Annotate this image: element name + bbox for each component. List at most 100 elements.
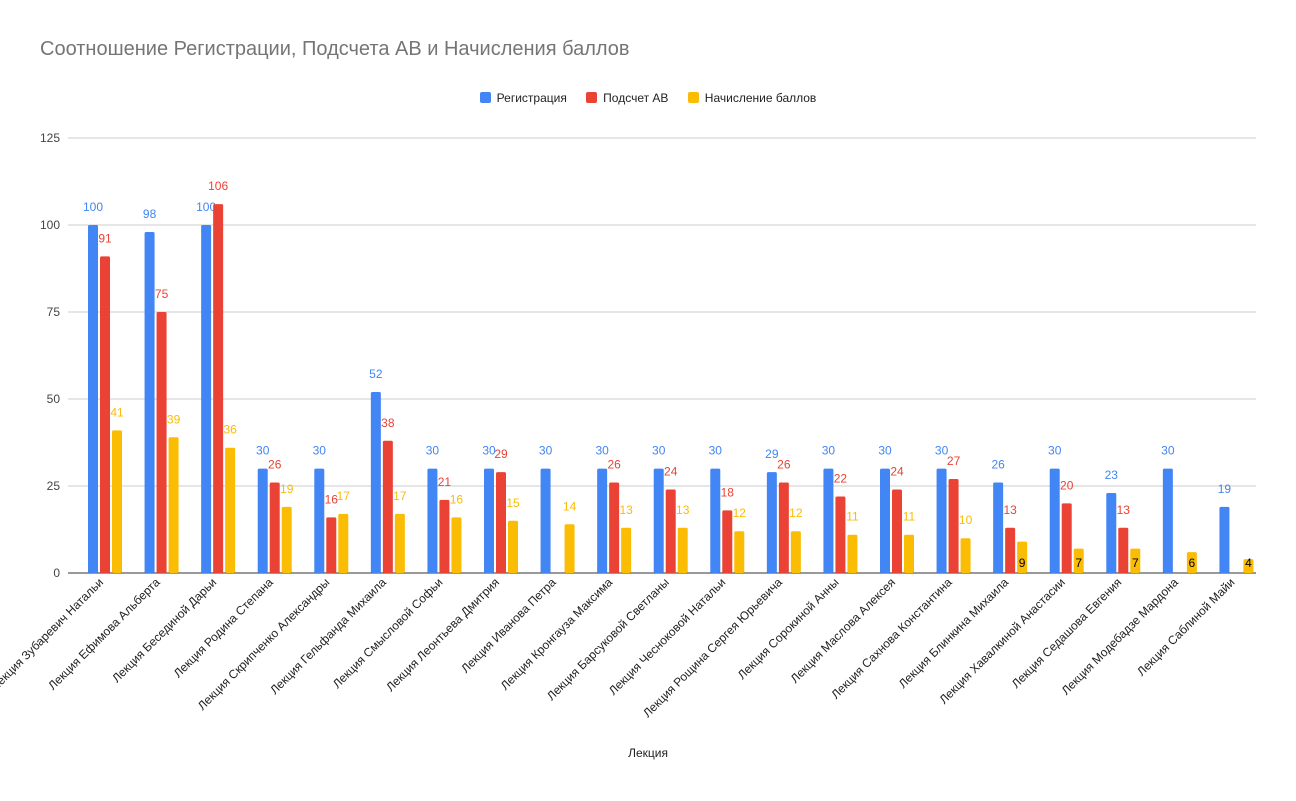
- bar-series-0: [653, 468, 664, 573]
- legend-label-registration: Регистрация: [496, 90, 567, 105]
- data-label-series-1: 24: [664, 464, 678, 478]
- data-label-series-1: 20: [1060, 478, 1074, 492]
- data-label-series-1: 16: [325, 492, 339, 506]
- bar-series-2: [394, 513, 405, 573]
- bar-series-1: [835, 496, 846, 573]
- bar-series-1: [1005, 527, 1016, 573]
- data-label-series-2: 11: [846, 510, 859, 524]
- data-label-series-1: 21: [438, 475, 452, 489]
- bar-series-0: [597, 468, 608, 573]
- bar-series-0: [1219, 506, 1230, 573]
- data-label-series-1: 27: [947, 454, 961, 468]
- data-label-series-0: 30: [539, 444, 553, 458]
- bar-series-0: [427, 468, 438, 573]
- legend-label-points: Начисление баллов: [704, 90, 817, 105]
- data-label-series-2: 17: [393, 489, 407, 503]
- x-tick-label: Лекция Кронгауза Максима: [498, 575, 616, 693]
- data-label-series-2: 13: [676, 503, 690, 517]
- bar-series-0: [1106, 492, 1117, 573]
- data-label-series-2: 17: [337, 489, 351, 503]
- bar-series-1: [722, 510, 733, 573]
- bar-series-2: [1073, 548, 1084, 573]
- data-label-series-2: 9: [1019, 556, 1026, 570]
- data-label-series-0: 30: [482, 444, 496, 458]
- bar-series-0: [880, 468, 890, 573]
- data-label-series-0: 100: [83, 200, 103, 214]
- bar-series-1: [1061, 503, 1072, 573]
- bar-series-2: [1243, 559, 1254, 573]
- data-label-series-2: 6: [1189, 556, 1196, 570]
- x-tick-label: Лекция Сахнова Константина: [828, 575, 955, 702]
- data-label-series-2: 11: [903, 510, 916, 524]
- bar-series-2: [168, 437, 179, 573]
- bar-series-0: [993, 482, 1004, 573]
- data-label-series-1: 24: [890, 464, 904, 478]
- data-label-series-0: 26: [991, 458, 1005, 472]
- bar-series-2: [338, 513, 349, 573]
- data-label-series-0: 19: [1218, 482, 1232, 496]
- bar-series-1: [439, 499, 450, 573]
- data-label-series-1: 106: [208, 179, 228, 193]
- data-label-series-0: 30: [426, 444, 440, 458]
- data-label-series-0: 30: [1161, 444, 1175, 458]
- bar-series-0: [540, 468, 551, 573]
- x-tick-label: Лекция Модебадзе Мардона: [1059, 575, 1182, 698]
- data-label-series-1: 26: [607, 458, 621, 472]
- data-label-series-0: 98: [143, 207, 157, 221]
- data-label-series-1: 26: [268, 458, 282, 472]
- bar-series-0: [314, 468, 325, 573]
- bar-series-2: [451, 517, 462, 573]
- data-label-series-0: 30: [935, 444, 949, 458]
- data-label-series-2: 7: [1075, 556, 1082, 570]
- bar-series-2: [508, 520, 518, 573]
- bar-series-0: [766, 472, 777, 573]
- bar-series-0: [88, 225, 98, 573]
- data-label-series-2: 12: [789, 506, 803, 520]
- bar-series-1: [269, 482, 280, 573]
- bar-series-2: [1130, 548, 1141, 573]
- data-label-series-0: 30: [595, 444, 609, 458]
- bar-series-1: [778, 482, 789, 573]
- bar-series-0: [1049, 468, 1060, 573]
- data-label-series-1: 18: [721, 485, 735, 499]
- y-tick-label: 25: [47, 479, 61, 493]
- y-tick-label: 75: [47, 305, 61, 319]
- data-label-series-1: 26: [777, 458, 791, 472]
- y-tick-label: 100: [40, 218, 60, 232]
- x-tick-label: Лекция Иванова Петра: [458, 575, 559, 676]
- data-label-series-2: 39: [167, 412, 181, 426]
- data-label-series-2: 15: [506, 496, 520, 510]
- data-label-series-2: 36: [223, 423, 237, 437]
- legend-item-points[interactable]: Начисление баллов: [687, 90, 817, 105]
- x-tick-label: Лекция Барсуковой Светланы: [544, 575, 672, 703]
- x-tick-label: Лекция Седашова Евгения: [1009, 575, 1125, 691]
- data-label-series-0: 29: [765, 447, 779, 461]
- legend-item-av-count[interactable]: Подсчет АВ: [586, 91, 668, 105]
- x-tick-label: Лекция Леонтьева Дмитрия: [383, 575, 502, 694]
- data-label-series-1: 91: [98, 231, 112, 245]
- data-label-series-0: 30: [878, 444, 892, 458]
- y-tick-label: 50: [47, 392, 61, 406]
- bar-series-0: [710, 468, 721, 573]
- bar-series-2: [621, 527, 632, 573]
- legend-label-av-count: Подсчет АВ: [603, 90, 669, 105]
- bar-series-2: [960, 538, 971, 573]
- data-label-series-1: 13: [1117, 503, 1131, 517]
- bar-series-1: [100, 256, 110, 573]
- bar-series-0: [484, 468, 494, 573]
- bar-series-2: [790, 531, 801, 573]
- data-label-series-2: 4: [1245, 556, 1252, 570]
- bar-series-1: [665, 489, 676, 573]
- legend-swatch-points: [687, 91, 699, 103]
- bar-series-2: [225, 447, 236, 573]
- data-label-series-2: 19: [280, 482, 294, 496]
- bar-series-0: [1162, 468, 1173, 573]
- bar-series-2: [1186, 552, 1197, 573]
- bar-series-0: [936, 468, 947, 573]
- data-label-series-0: 30: [256, 444, 270, 458]
- y-tick-label: 0: [53, 566, 60, 580]
- chart-legend: Регистрация Подсчет АВ Начисление баллов: [0, 90, 1296, 105]
- data-label-series-2: 13: [619, 503, 633, 517]
- legend-item-registration[interactable]: Регистрация: [479, 90, 567, 105]
